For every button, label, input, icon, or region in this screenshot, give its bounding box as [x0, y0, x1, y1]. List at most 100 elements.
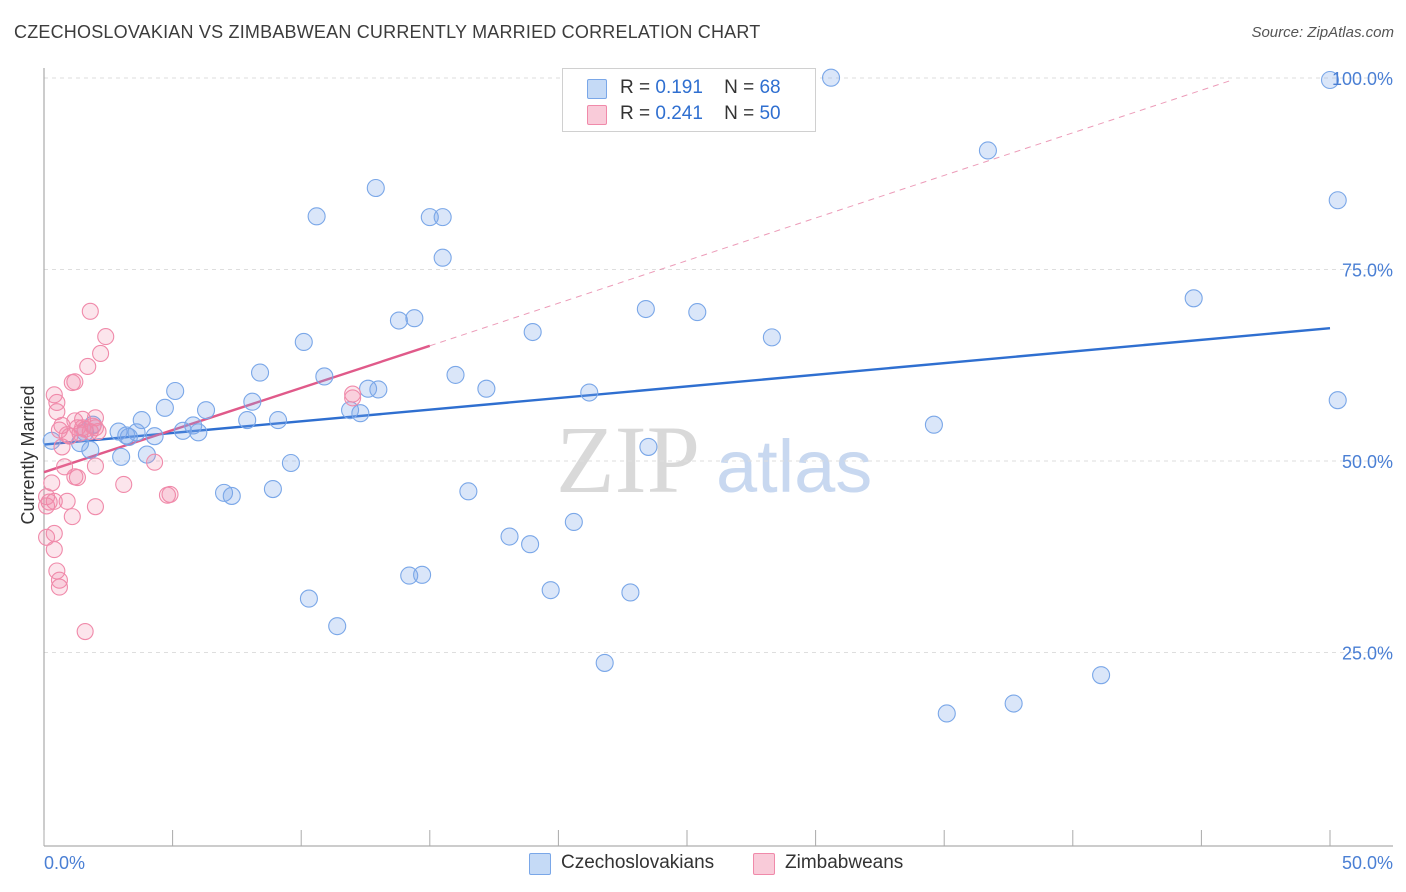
point-czechoslovakian [937, 704, 956, 723]
point-czechoslovakian [389, 311, 408, 330]
legend-swatch-pink [587, 105, 607, 125]
axes [43, 68, 1393, 847]
point-zimbabwean [43, 474, 61, 492]
point-zimbabwean [344, 385, 362, 403]
point-zimbabwean [81, 302, 99, 320]
point-czechoslovakian [243, 392, 262, 411]
point-zimbabwean [344, 389, 362, 407]
x-tick-label: 50.0% [1342, 853, 1393, 873]
y-tick-label: 50.0% [1342, 452, 1393, 472]
point-czechoslovakian [762, 328, 781, 347]
point-czechoslovakian [477, 379, 496, 398]
point-czechoslovakian [307, 207, 326, 226]
point-czechoslovakian [112, 447, 131, 466]
point-czechoslovakian [369, 380, 388, 399]
point-zimbabwean [86, 409, 104, 427]
point-czechoslovakian [222, 486, 241, 505]
legend-swatch-pink [753, 853, 775, 875]
point-zimbabwean [45, 541, 63, 559]
point-czechoslovakian [269, 411, 288, 430]
point-czechoslovakian [413, 565, 432, 584]
legend-n-label: N = [724, 103, 755, 124]
point-zimbabwean [76, 622, 94, 641]
watermark-atlas: atlas [716, 425, 872, 508]
point-czechoslovakian [1328, 391, 1347, 410]
point-zimbabwean [45, 492, 63, 510]
point-czechoslovakian [1184, 289, 1203, 308]
point-zimbabwean [66, 373, 84, 391]
point-czechoslovakian [166, 381, 185, 401]
point-zimbabwean [86, 498, 104, 516]
legend-r-label: R = [620, 103, 651, 124]
point-czechoslovakian [294, 332, 313, 352]
point-czechoslovakian [580, 383, 599, 402]
point-zimbabwean [161, 485, 179, 503]
point-czechoslovakian [523, 322, 542, 342]
point-zimbabwean [97, 328, 115, 346]
legend-n-label: N = [724, 77, 755, 98]
point-czechoslovakian [250, 363, 270, 382]
point-czechoslovakian [1092, 666, 1111, 685]
point-czechoslovakian [446, 365, 465, 384]
point-czechoslovakian [315, 367, 334, 386]
point-czechoslovakian [328, 617, 347, 636]
gridlines [44, 77, 1392, 653]
point-czechoslovakian [145, 427, 164, 446]
point-czechoslovakian [263, 479, 282, 499]
point-czechoslovakian [924, 415, 943, 434]
legend-r-value: 0.241 [655, 103, 703, 124]
point-zimbabwean [146, 453, 164, 471]
point-czechoslovakian [281, 453, 300, 473]
watermark: ZIP atlas [556, 406, 872, 513]
point-czechoslovakian [155, 398, 174, 417]
point-czechoslovakian [433, 208, 452, 227]
point-zimbabwean [58, 492, 76, 510]
point-zimbabwean [115, 475, 133, 493]
watermark-zip: ZIP [556, 406, 700, 513]
point-czechoslovakian [420, 208, 439, 227]
point-czechoslovakian [521, 535, 540, 554]
legend-swatch-blue [587, 79, 607, 99]
legend-swatch-blue [529, 853, 551, 875]
point-zimbabwean [79, 357, 97, 376]
point-czechoslovakian [405, 309, 424, 328]
point-zimbabwean [56, 458, 74, 476]
point-czechoslovakian [1328, 191, 1347, 210]
point-czechoslovakian [196, 401, 216, 420]
y-axis-label: Currently Married [18, 385, 38, 524]
point-czechoslovakian [621, 583, 640, 602]
point-czechoslovakian [173, 421, 192, 440]
point-czechoslovakian [541, 581, 560, 600]
legend-r-value: 0.191 [655, 77, 703, 98]
point-czechoslovakian [117, 426, 136, 445]
point-czechoslovakian [127, 423, 146, 442]
point-czechoslovakian [821, 68, 841, 87]
point-czechoslovakian [189, 423, 208, 442]
point-czechoslovakian [81, 440, 100, 460]
point-zimbabwean [68, 469, 86, 487]
point-zimbabwean [45, 524, 63, 543]
point-czechoslovakian [978, 141, 997, 160]
tick-labels: 25.0% 50.0% 75.0% 100.0% 0.0% 50.0% [44, 69, 1393, 873]
point-zimbabwean [89, 423, 107, 441]
data-points [38, 68, 1347, 723]
legend-r-label: R = [620, 77, 651, 98]
point-czechoslovakian [636, 299, 655, 319]
x-tick-label: 0.0% [44, 853, 85, 873]
point-zimbabwean [86, 457, 104, 475]
point-zimbabwean [50, 578, 68, 596]
trend-extension-zimbabweans [429, 79, 1233, 347]
point-czechoslovakian [366, 178, 385, 198]
point-czechoslovakian [351, 404, 370, 423]
y-tick-label: 75.0% [1342, 261, 1393, 281]
point-zimbabwean [66, 412, 84, 430]
trend-lines [43, 79, 1331, 474]
point-zimbabwean [50, 571, 68, 589]
point-zimbabwean [58, 426, 76, 444]
point-czechoslovakian [500, 527, 519, 546]
correlation-legend: R = 0.191 N = 68 R = 0.241 N = 50 [562, 68, 816, 132]
point-zimbabwean [92, 344, 110, 363]
point-czechoslovakian [459, 482, 478, 501]
legend-n-value: 68 [759, 77, 781, 98]
